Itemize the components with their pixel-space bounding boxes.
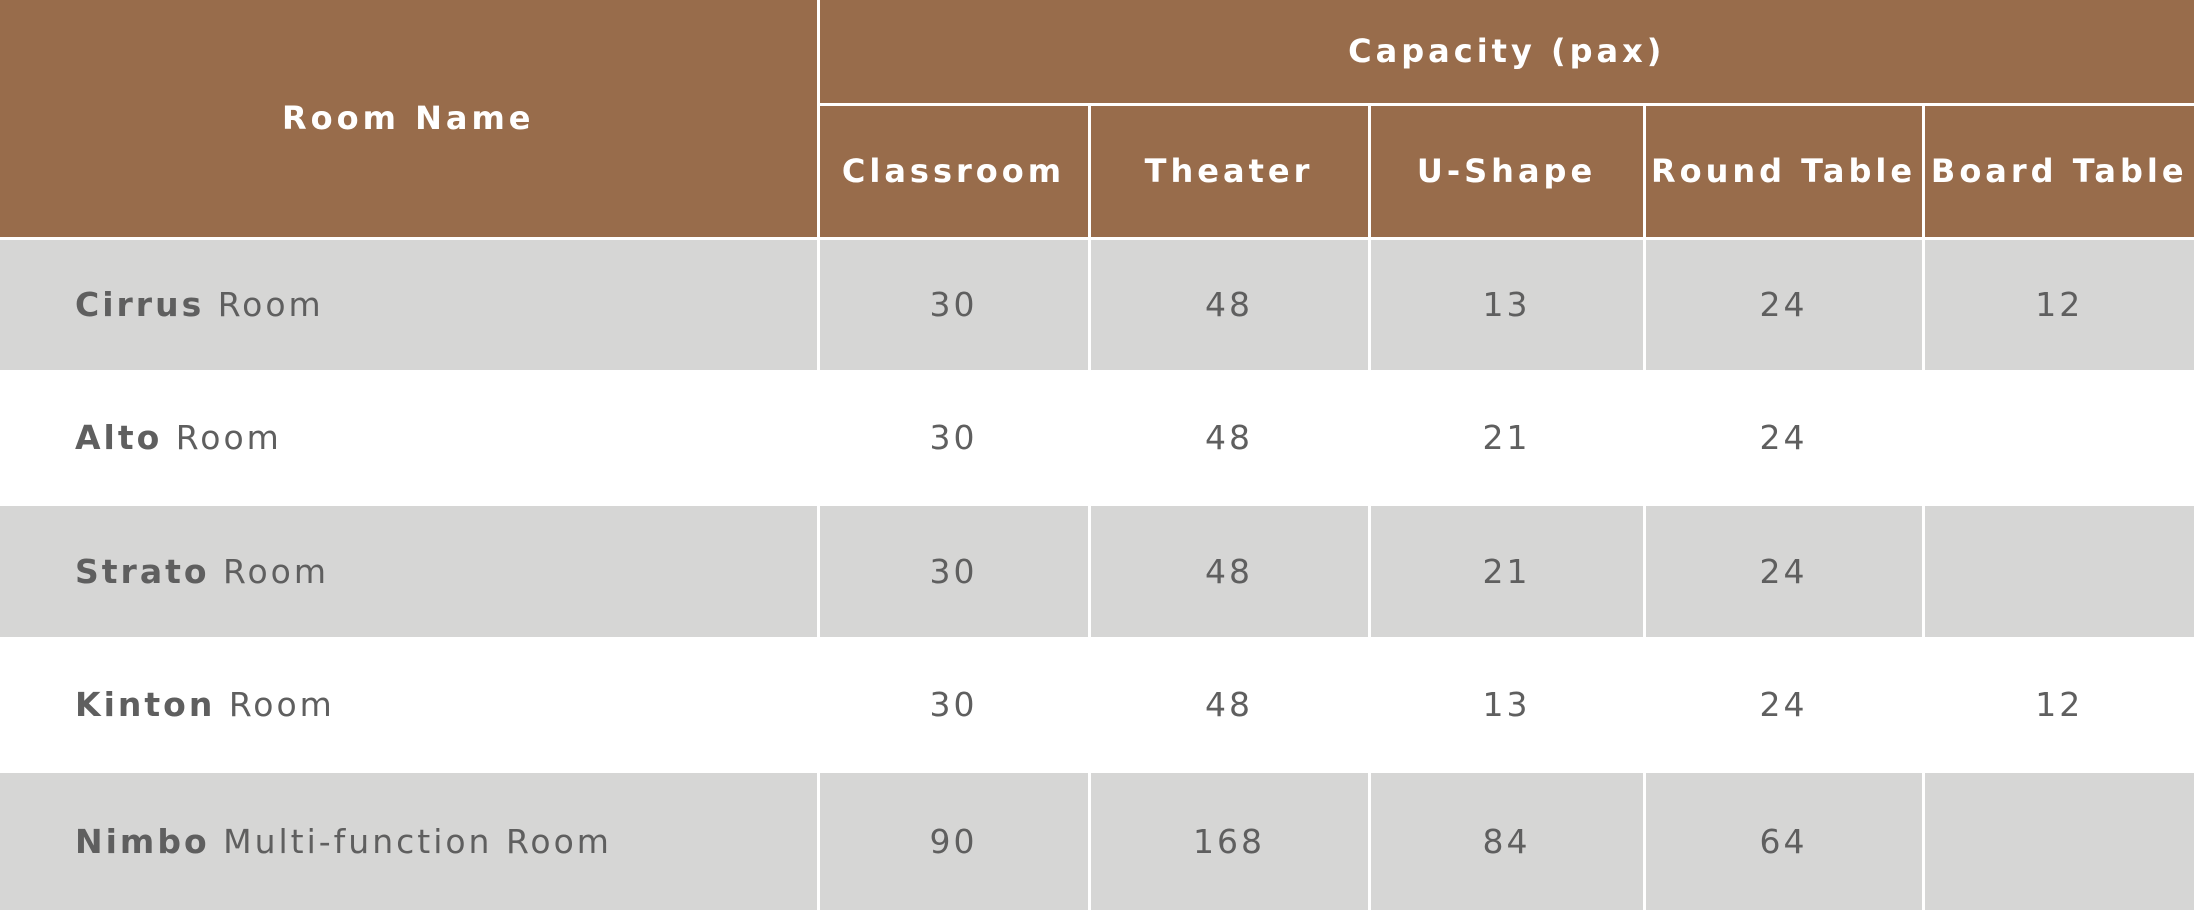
theater-cell: 168 — [1087, 772, 1369, 910]
u-shape-cell: 13 — [1367, 238, 1644, 370]
theater-cell: 48 — [1087, 636, 1369, 773]
room-name-bold: Strato — [75, 551, 210, 591]
column-header-board-table: Board Table — [1921, 103, 2194, 240]
classroom-cell: 30 — [816, 238, 1089, 370]
classroom-cell: 30 — [816, 369, 1089, 506]
u-shape-cell: 21 — [1367, 369, 1644, 506]
board-table-cell: 12 — [1921, 238, 2194, 370]
table-body: Cirrus Room 30 48 13 24 12 Alto Room 30 … — [0, 238, 2194, 910]
board-table-cell — [1921, 772, 2194, 910]
u-shape-cell: 21 — [1367, 505, 1644, 637]
round-table-cell: 24 — [1642, 636, 1923, 773]
u-shape-cell: 13 — [1367, 636, 1644, 773]
capacity-header: Capacity (pax) — [816, 0, 2194, 106]
table-header: Room Name Capacity (pax) Classroom Theat… — [0, 0, 2194, 240]
theater-cell: 48 — [1087, 369, 1369, 506]
room-name-bold: Alto — [75, 418, 163, 457]
room-name-cell: Alto Room — [0, 369, 818, 506]
u-shape-cell: 84 — [1367, 772, 1644, 910]
theater-cell: 48 — [1087, 238, 1369, 370]
theater-cell: 48 — [1087, 505, 1369, 637]
room-name-rest: Multi-function Room — [209, 821, 612, 861]
table-row: Alto Room 30 48 21 24 — [0, 369, 2194, 506]
board-table-cell — [1921, 369, 2194, 506]
table-row: Cirrus Room 30 48 13 24 12 — [0, 238, 2194, 370]
room-name-rest: Room — [215, 685, 335, 724]
room-name-cell: Strato Room — [0, 505, 818, 637]
board-table-cell — [1921, 505, 2194, 637]
room-name-header: Room Name — [0, 0, 820, 240]
room-name-rest: Room — [209, 551, 329, 591]
round-table-cell: 24 — [1642, 369, 1923, 506]
room-name-rest: Room — [204, 285, 324, 325]
room-name-bold: Cirrus — [75, 285, 205, 325]
classroom-cell: 30 — [816, 505, 1089, 637]
room-name-bold: Nimbo — [75, 821, 210, 861]
column-header-theater: Theater — [1087, 103, 1371, 240]
room-name-cell: Cirrus Room — [0, 238, 818, 370]
column-header-classroom: Classroom — [818, 103, 1091, 240]
classroom-cell: 90 — [816, 772, 1089, 910]
round-table-cell: 64 — [1642, 772, 1923, 910]
table-row: Strato Room 30 48 21 24 — [0, 505, 2194, 637]
column-header-round-table: Round Table — [1642, 103, 1925, 240]
table-row: Nimbo Multi-function Room 90 168 84 64 — [0, 772, 2194, 910]
room-name-bold: Kinton — [75, 685, 216, 724]
room-name-cell: Nimbo Multi-function Room — [0, 772, 818, 910]
board-table-cell: 12 — [1921, 636, 2194, 773]
table-row: Kinton Room 30 48 13 24 12 — [0, 636, 2194, 773]
room-name-rest: Room — [162, 418, 282, 457]
room-name-cell: Kinton Room — [0, 636, 818, 773]
round-table-cell: 24 — [1642, 238, 1923, 370]
round-table-cell: 24 — [1642, 505, 1923, 637]
column-header-u-shape: U-Shape — [1367, 103, 1646, 240]
classroom-cell: 30 — [816, 636, 1089, 773]
